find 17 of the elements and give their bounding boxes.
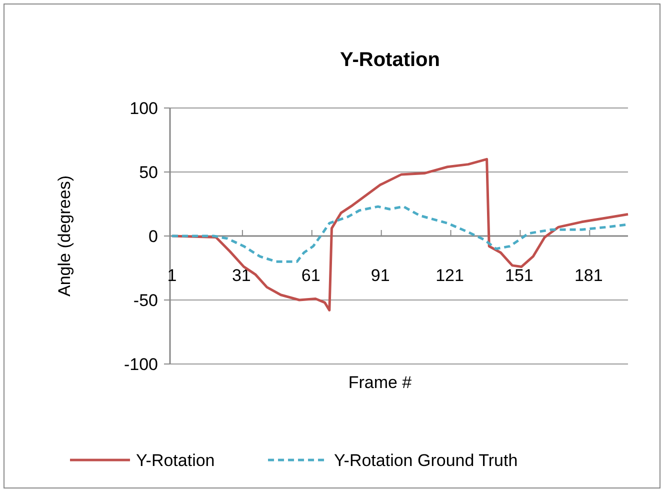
x-tick-label: 1: [167, 266, 177, 285]
x-tick-label: 91: [370, 266, 390, 285]
y-tick-label: -100: [124, 354, 158, 374]
y-tick-label: 100: [130, 98, 158, 118]
x-tick-label: 31: [232, 266, 251, 285]
y-tick-label: 0: [148, 226, 158, 246]
legend-label: Y-Rotation Ground Truth: [334, 450, 518, 470]
y-axis-title: Angle (degrees): [55, 176, 74, 296]
x-tick-label: 181: [574, 266, 603, 285]
y-tick-label: 50: [139, 162, 158, 182]
x-axis-title: Frame #: [348, 373, 412, 392]
chart-title: Y-Rotation: [340, 49, 440, 71]
x-tick-label: 151: [505, 266, 534, 285]
x-tick-label: 121: [436, 266, 464, 285]
y-tick-label: -50: [133, 290, 158, 310]
x-tick-label: 61: [301, 266, 320, 285]
legend-label: Y-Rotation: [136, 450, 215, 470]
